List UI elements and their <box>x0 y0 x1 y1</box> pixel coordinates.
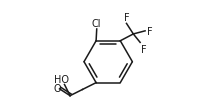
Text: O: O <box>54 83 61 93</box>
Text: Cl: Cl <box>92 19 101 29</box>
Text: F: F <box>124 13 129 23</box>
Text: F: F <box>147 27 153 37</box>
Text: F: F <box>141 44 147 54</box>
Text: HO: HO <box>53 74 69 84</box>
